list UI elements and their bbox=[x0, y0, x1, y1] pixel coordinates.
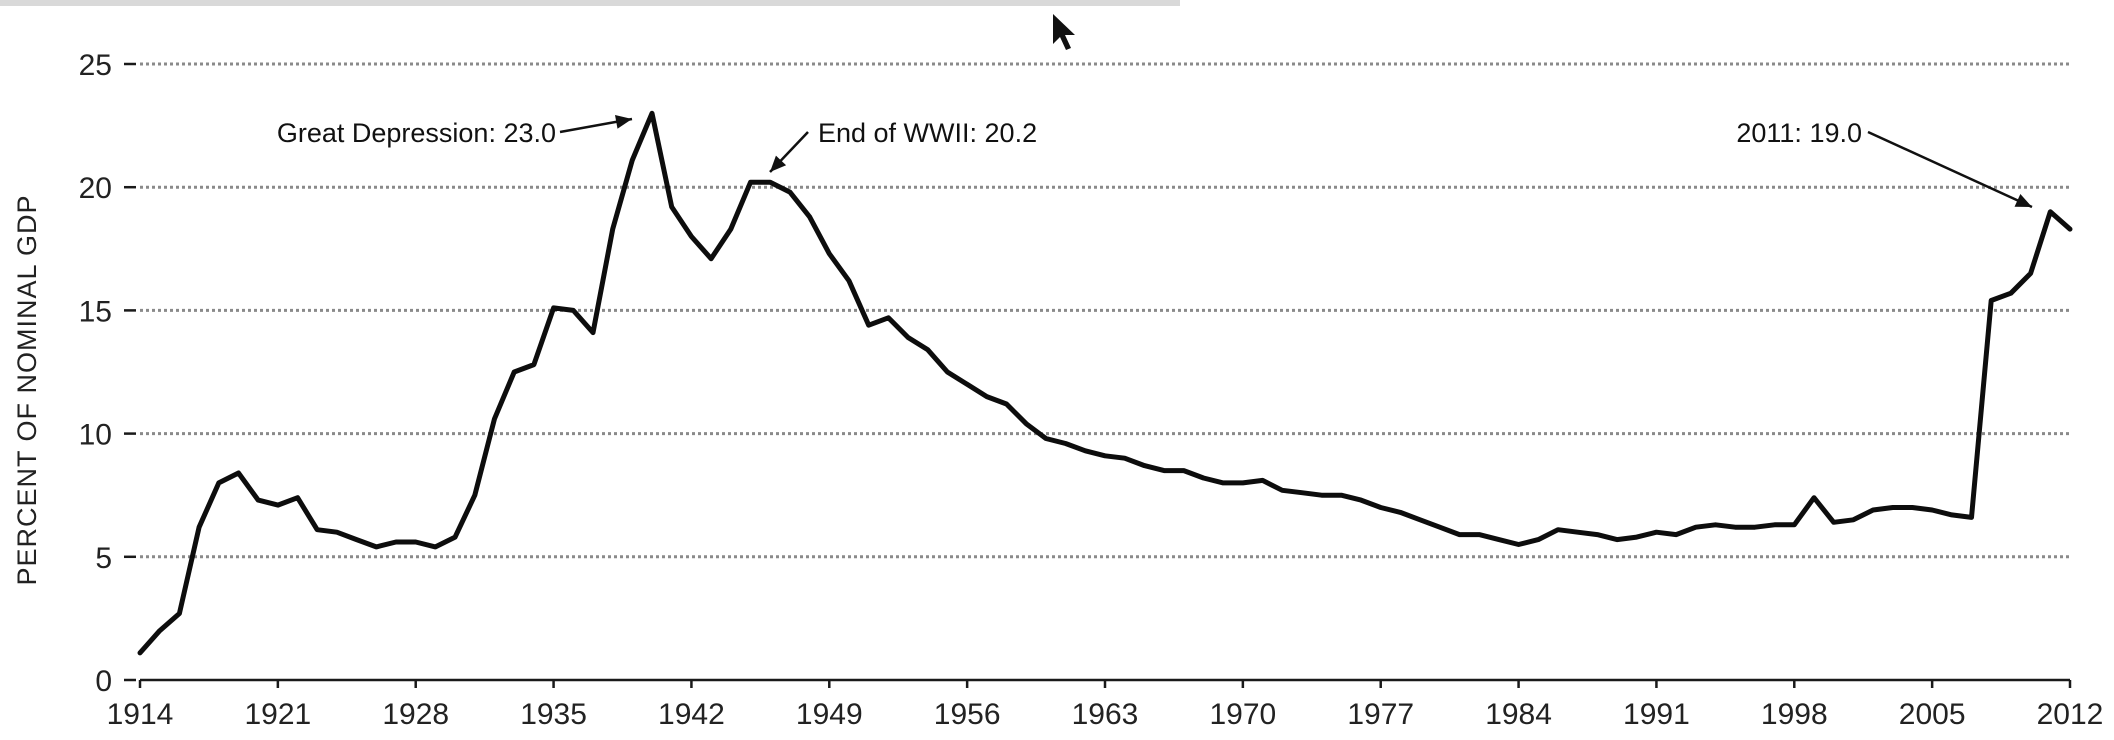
annotation-label: 2011: 19.0 bbox=[1736, 118, 1862, 148]
annotation-arrow bbox=[1867, 130, 2033, 209]
series-line-0 bbox=[137, 110, 2073, 656]
x-axis-ticks: 1914 1921 1928 1935 1942 1949 1956 1963 1970 1977… bbox=[107, 680, 2104, 731]
y-axis-ticks: 0 5 10 15 20 25 bbox=[79, 49, 136, 698]
y-tick-label: 10 bbox=[79, 419, 112, 452]
annotation-label: Great Depression: 23.0 bbox=[277, 118, 556, 148]
annotation-arrowhead bbox=[2014, 193, 2032, 207]
y-tick-label: 20 bbox=[79, 172, 112, 205]
series-layer bbox=[137, 110, 2073, 656]
y-axis-label: PERCENT OF NOMINAL GDP bbox=[12, 194, 42, 585]
y-tick-label: 0 bbox=[95, 665, 112, 698]
x-tick-label: 1984 bbox=[1485, 698, 1552, 731]
x-tick-label: 1963 bbox=[1072, 698, 1139, 731]
x-tick-label: 1914 bbox=[107, 698, 174, 731]
x-tick-label: 1949 bbox=[796, 698, 863, 731]
x-tick-label: 1970 bbox=[1209, 698, 1276, 731]
annotations: Great Depression: 23.0 End of WWII: 20.2 2… bbox=[277, 114, 2033, 209]
mouse-cursor-icon bbox=[1053, 14, 1075, 50]
y-tick-label: 5 bbox=[95, 542, 112, 575]
x-tick-label: 1977 bbox=[1347, 698, 1414, 731]
cropped-header-strip bbox=[0, 0, 1180, 6]
y-tick-label: 15 bbox=[79, 295, 112, 328]
annotation-arrowhead bbox=[770, 155, 787, 172]
x-tick-label: 1935 bbox=[520, 698, 587, 731]
x-tick-label: 1942 bbox=[658, 698, 725, 731]
x-tick-label: 2005 bbox=[1899, 698, 1966, 731]
annotation-label: End of WWII: 20.2 bbox=[818, 118, 1037, 148]
gridlines bbox=[140, 62, 2070, 559]
y-tick-label: 25 bbox=[79, 49, 112, 82]
x-tick-label: 1956 bbox=[934, 698, 1001, 731]
x-tick-label: 1928 bbox=[382, 698, 449, 731]
x-tick-label: 1921 bbox=[244, 698, 311, 731]
x-tick-label: 1998 bbox=[1761, 698, 1828, 731]
x-tick-label: 2012 bbox=[2037, 698, 2104, 731]
x-tick-label: 1991 bbox=[1623, 698, 1690, 731]
annotation-arrowhead bbox=[615, 114, 632, 129]
